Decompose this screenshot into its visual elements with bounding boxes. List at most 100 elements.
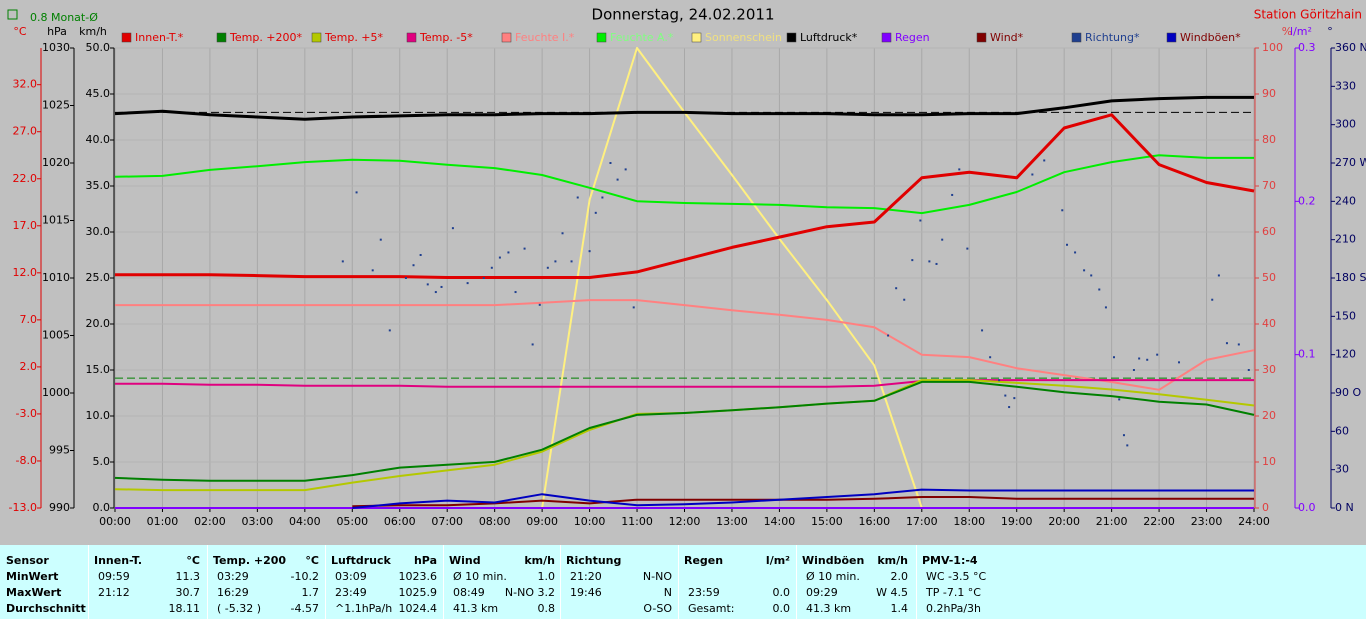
y-tick-label: 80	[1262, 133, 1276, 146]
direction-dot	[388, 329, 391, 332]
series-line	[115, 379, 1254, 388]
y-tick-label: 0.2	[1298, 194, 1316, 207]
direction-dot	[1043, 159, 1046, 162]
legend-swatch	[596, 32, 607, 43]
table-cell: °C	[186, 554, 200, 567]
direction-dot	[624, 168, 627, 171]
table-cell: ( -5.32 )	[217, 602, 262, 615]
y-tick-label: 330	[1335, 79, 1356, 92]
direction-dot	[1008, 406, 1011, 409]
legend-label: Innen-T.*	[135, 31, 184, 44]
direction-dot	[1118, 398, 1121, 401]
y-tick-label: -13.0	[9, 501, 37, 514]
y-tick-label: 300	[1335, 118, 1356, 131]
y-tick-label: 35.0	[86, 179, 111, 192]
x-tick-label: 20:00	[1048, 515, 1080, 528]
table-cell: 16:29	[217, 586, 249, 599]
legend-swatch	[976, 32, 987, 43]
y-tick-label: 60	[1262, 225, 1276, 238]
direction-dot	[609, 162, 612, 164]
series-line	[114, 154, 1254, 215]
direction-dot	[1156, 353, 1159, 356]
y-tick-label: 0	[1262, 501, 1269, 514]
direction-dot	[1138, 357, 1141, 360]
direction-dot	[1146, 358, 1149, 361]
table-cell: -4.57	[290, 602, 319, 615]
table-cell: 19:46	[570, 586, 602, 599]
table-cell: W 4.5	[876, 586, 908, 599]
table-separator	[88, 545, 89, 619]
axis-unit: °C	[13, 25, 27, 38]
direction-dot	[1074, 251, 1077, 254]
y-tick-label: 90	[1262, 87, 1276, 100]
legend-swatch	[881, 32, 892, 43]
direction-dot	[426, 283, 429, 286]
table-cell: 08:49	[453, 586, 485, 599]
legend-swatch	[691, 32, 702, 43]
table-cell: Richtung	[566, 554, 622, 567]
table-cell: 09:29	[806, 586, 838, 599]
direction-dot	[1004, 394, 1007, 397]
direction-dot	[895, 287, 898, 290]
series-line	[115, 113, 1255, 279]
legend-swatch	[1071, 32, 1082, 43]
y-tick-label: 10	[1262, 455, 1276, 468]
y-tick-label: 0 N	[1335, 501, 1354, 514]
y-tick-label: 40	[1262, 317, 1276, 330]
direction-dot	[1031, 173, 1034, 176]
y-tick-label: 210	[1335, 233, 1356, 246]
direction-dot	[341, 260, 344, 263]
series-line	[115, 299, 1255, 391]
legend-label: Temp. -5*	[419, 31, 473, 44]
x-tick-label: 03:00	[242, 515, 274, 528]
direction-dot	[379, 238, 382, 241]
table-cell: N-NO	[642, 570, 672, 583]
direction-dot	[601, 196, 604, 199]
table-cell: 18.11	[168, 602, 201, 615]
y-tick-label: 1030	[42, 41, 70, 54]
y-tick-label: 270 W	[1335, 156, 1366, 169]
axis-unit: km/h	[79, 25, 107, 38]
table-cell: l/m²	[765, 554, 790, 567]
table-separator	[678, 545, 679, 619]
x-tick-label: 21:00	[1096, 515, 1128, 528]
series-line	[114, 380, 1255, 482]
table-cell: 21:12	[98, 586, 130, 599]
y-tick-label: 990	[49, 501, 70, 514]
y-tick-label: 25.0	[86, 271, 111, 284]
summary-table: Sensor MinWert MaxWert Durchschnitt Innen-T.…	[0, 545, 1366, 619]
legend-label: Regen	[895, 31, 930, 44]
table-separator	[560, 545, 561, 619]
direction-dot	[1090, 274, 1093, 277]
y-tick-label: 360 N	[1335, 41, 1366, 54]
table-cell: WC -3.5 °C	[926, 570, 987, 583]
y-tick-label: 12.0	[13, 266, 38, 279]
direction-dot	[570, 260, 573, 263]
y-tick-label: 17.0	[13, 219, 38, 232]
legend-swatch	[1166, 32, 1177, 43]
table-separator	[443, 545, 444, 619]
direction-dot	[989, 356, 992, 359]
y-tick-label: 50	[1262, 271, 1276, 284]
direction-dot	[419, 254, 422, 256]
table-cell: 41.3 km	[453, 602, 499, 615]
table-cell: N	[663, 586, 672, 599]
y-tick-label: 240	[1335, 194, 1356, 207]
table-cell: Ø 10 min.	[806, 570, 860, 583]
table-cell: hPa	[413, 554, 437, 567]
table-cell: 1.0	[537, 570, 556, 583]
x-tick-label: 23:00	[1191, 515, 1223, 528]
table-cell: 0.8	[537, 602, 556, 615]
direction-dot	[490, 266, 493, 269]
table-cell: 1025.9	[398, 586, 438, 599]
direction-dot	[1098, 288, 1101, 291]
x-tick-label: 16:00	[858, 515, 890, 528]
table-cell: N-NO 3.2	[504, 586, 555, 599]
y-tick-label: 0.0	[93, 501, 111, 514]
table-cell: 21:20	[570, 570, 602, 583]
table-cell: 0.2hPa/3h	[926, 602, 982, 615]
y-tick-label: 995	[49, 444, 70, 457]
legend-swatch	[121, 32, 132, 43]
table-cell: Regen	[684, 554, 724, 567]
